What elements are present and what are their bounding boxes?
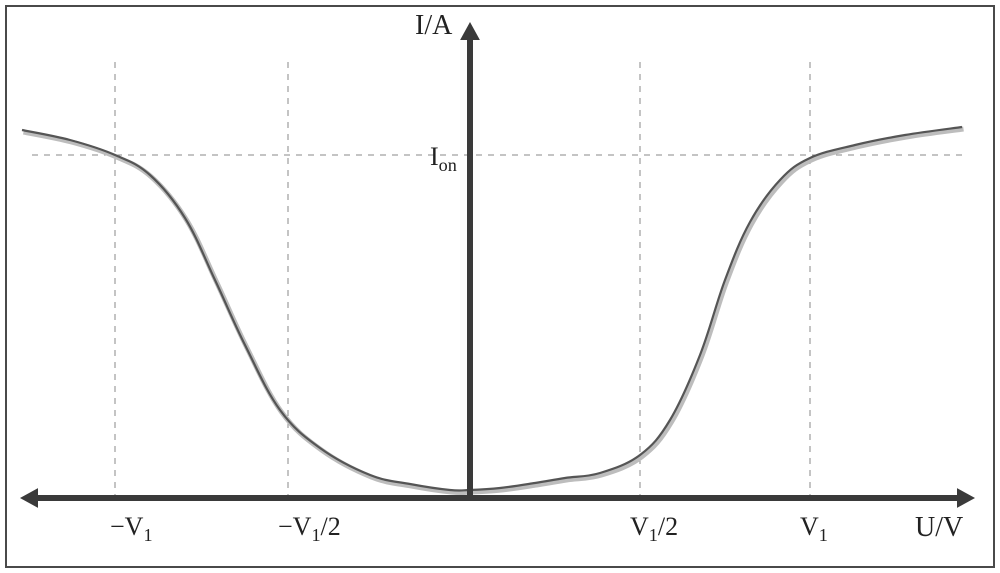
tick-neg-v1-half: −V1/2 — [278, 512, 341, 545]
x-axis-label: U/V — [915, 512, 963, 543]
y-axis-label: I/A — [415, 10, 453, 41]
iv-curve-chart: I/AU/V−V1−V1/2V1/2V1Ion — [0, 0, 1000, 573]
